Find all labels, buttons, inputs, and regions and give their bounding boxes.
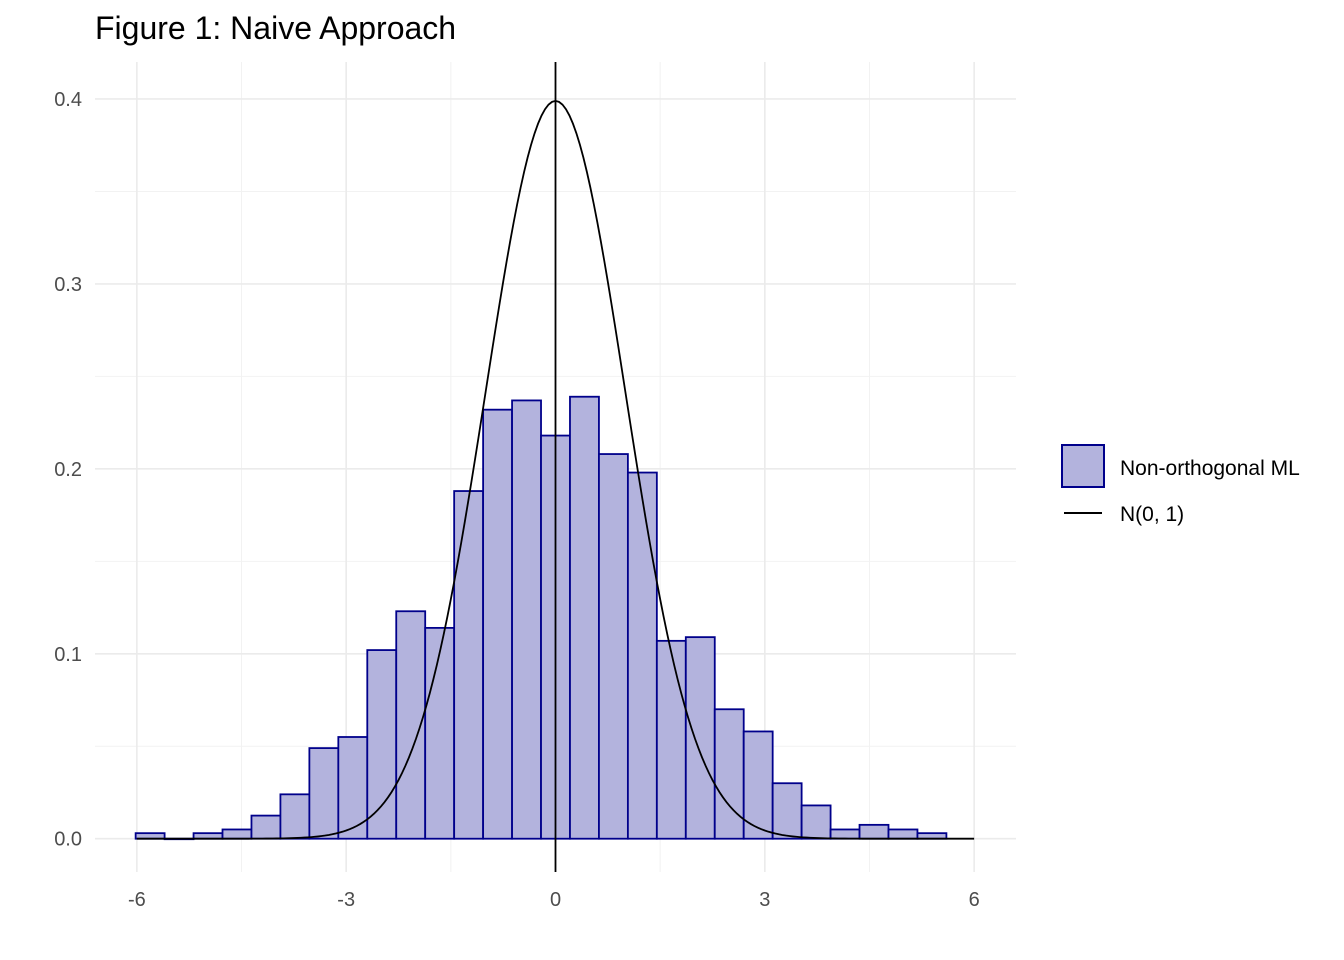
curve-layer [136,62,975,872]
histogram-bar [424,626,456,840]
histogram-bar [626,471,658,840]
histogram-bar [800,804,832,840]
histogram-bar [598,453,629,840]
histogram-bar [511,399,542,840]
histogram-bar [366,649,398,840]
histogram-bar [279,793,311,840]
legend-label-histogram: Non-orthogonal ML [1120,457,1300,480]
histogram-bar [713,708,745,840]
histogram-bar [308,747,340,840]
histogram-bar [742,730,774,840]
histogram-bar [887,828,919,840]
legend: Non-orthogonal ML N(0, 1) [1061,444,1300,526]
x-tick-label: 0 [550,889,561,911]
y-tick-label: 0.0 [54,829,82,851]
histogram-bar [569,395,600,840]
y-tick-label: 0.2 [54,459,82,481]
axis-labels-layer: -6 -3 0 3 6 0.0 0.1 0.2 0.3 0.4 [54,89,980,911]
y-tick-label: 0.4 [54,89,82,111]
x-tick-label: -6 [128,889,146,911]
histogram-bar [250,814,282,840]
histogram-bar [453,490,485,840]
bars-layer [134,395,948,841]
histogram-bar [771,782,803,840]
histogram-bar [858,823,890,840]
legend-label-density: N(0, 1) [1120,503,1184,526]
legend-key-histogram [1061,444,1105,488]
y-tick-label: 0.1 [54,644,82,666]
histogram-bar [829,828,861,840]
x-tick-label: 6 [969,889,980,911]
y-tick-label: 0.3 [54,274,82,296]
histogram-bar [482,408,513,840]
chart-title: Figure 1: Naive Approach [95,10,457,46]
histogram-bar [684,636,716,840]
x-tick-label: 3 [759,889,770,911]
x-tick-label: -3 [337,889,355,911]
histogram-bar [655,639,687,840]
histogram-bar [221,828,253,840]
histogram-bar [337,736,369,840]
